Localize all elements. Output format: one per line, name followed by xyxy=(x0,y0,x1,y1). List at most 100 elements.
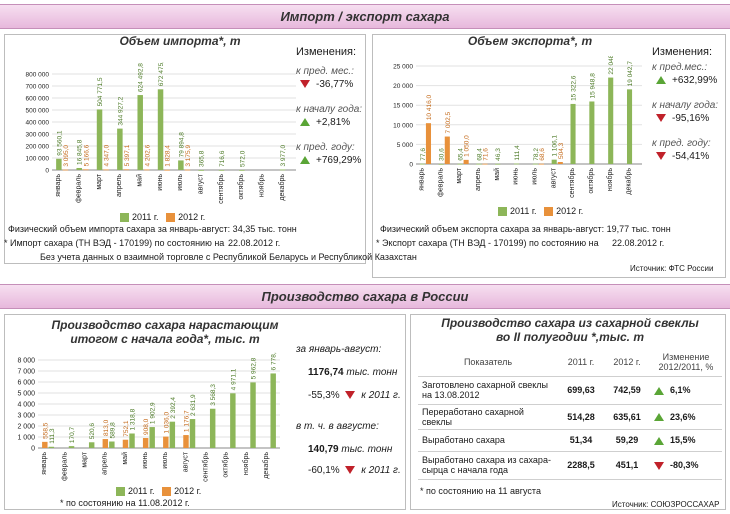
legend-2012-label: 2012 г. xyxy=(556,206,584,216)
change-value: +769,29% xyxy=(296,155,366,166)
data-label: 558,5 xyxy=(42,422,49,439)
data-label: 6 778,3 xyxy=(271,352,278,370)
data-label: 5 397,1 xyxy=(124,144,131,166)
bar-2012 xyxy=(123,169,130,171)
import-note-volume: Физический объем импорта сахара за январ… xyxy=(8,224,297,234)
data-label: 1 036,0 xyxy=(163,412,170,434)
bar-2011 xyxy=(129,433,135,448)
legend-swatch-2012 xyxy=(162,487,172,497)
export-legend: 2011 г. 2012 г. xyxy=(498,206,584,217)
data-label: 71,6 xyxy=(482,148,489,161)
legend-swatch-2012 xyxy=(166,213,176,223)
data-label: 624 492,8 xyxy=(138,63,145,92)
y-tick-label: 500 000 xyxy=(26,108,50,115)
data-label: 1 828,4 xyxy=(165,145,172,167)
x-tick-label: январь xyxy=(418,168,425,191)
legend-swatch-2011 xyxy=(120,213,129,223)
change-label: к пред. мес.: xyxy=(296,66,354,77)
bar-2011 xyxy=(551,159,557,164)
y-tick-label: 20 000 xyxy=(393,83,413,90)
change-value: -95,16% xyxy=(652,113,726,124)
data-label: 170,7 xyxy=(69,426,76,443)
x-tick-label: январь xyxy=(41,452,48,475)
bar-2012 xyxy=(83,169,89,171)
data-label: 4 347,0 xyxy=(104,144,111,166)
source-soyuzrossahar: Источник: СОЮЗРОССАХАР xyxy=(612,500,720,509)
x-tick-label: июнь xyxy=(513,168,520,185)
data-label: 1 106,1 xyxy=(552,135,559,157)
bar-2011 xyxy=(626,89,633,164)
data-label: 1 176,7 xyxy=(183,410,190,432)
data-label: 589,8 xyxy=(109,422,116,439)
period-value: 140,79 тыс. тонн xyxy=(308,444,393,455)
bar-2011 xyxy=(157,89,164,170)
bar-2011 xyxy=(96,109,103,170)
data-label: 15 322,6 xyxy=(571,75,578,101)
bar-2012 xyxy=(144,169,150,171)
data-label: 78,2 xyxy=(533,148,540,161)
production-stats: за январь-август: 1176,74 тыс. тонн -55,… xyxy=(296,344,401,476)
data-label: 5 962,8 xyxy=(251,357,258,379)
import-legend: 2011 г. 2012 г. xyxy=(120,212,205,223)
x-tick-label: июнь xyxy=(142,452,149,469)
beet-title: Производство сахара из сахарной свеклы в… xyxy=(441,316,699,344)
data-label: 93 560,1 xyxy=(56,130,63,156)
production-panel xyxy=(4,314,406,510)
legend-2011-label: 2011 г. xyxy=(128,486,155,496)
down-arrow-icon xyxy=(345,391,356,400)
change-value: +632,99% xyxy=(652,75,726,86)
x-tick-label: март xyxy=(81,451,88,467)
data-label: 5 166,6 xyxy=(83,144,90,166)
change-value: +2,81% xyxy=(296,117,366,128)
import-chart: 0 100 000 200 000 300 000 400 000 500 000 600 … xyxy=(26,62,296,204)
y-tick-label: 200 000 xyxy=(26,144,50,151)
export-note-code: * Экспорт сахара (ТН ВЭД - 170199) по со… xyxy=(376,238,599,248)
change-label: к пред.мес.: xyxy=(652,62,708,73)
bar-2012 xyxy=(42,441,48,448)
x-tick-label: декабрь xyxy=(262,452,270,479)
up-arrow-icon xyxy=(656,76,666,85)
period-value: 1176,74 тыс. тонн xyxy=(308,367,398,378)
data-label: 4 971,1 xyxy=(230,368,237,390)
bar-2012 xyxy=(62,169,69,171)
y-tick-label: 3 000 xyxy=(17,413,35,420)
table-row: Выработано сахара 51,34 59,29 15,5% xyxy=(418,429,722,452)
data-label: 1 902,9 xyxy=(150,402,157,424)
bar-2011 xyxy=(189,419,196,448)
bar-2011 xyxy=(239,169,245,171)
bar-2011 xyxy=(419,163,425,165)
change-value: -36,77% xyxy=(296,79,366,90)
data-label: 46,3 xyxy=(495,148,502,161)
x-tick-label: ноябрь xyxy=(606,168,614,191)
x-tick-label: октябрь xyxy=(237,174,245,200)
bar-2012 xyxy=(103,169,109,171)
bar-2011 xyxy=(76,167,82,170)
y-tick-label: 400 000 xyxy=(26,120,50,127)
down-arrow-icon xyxy=(654,461,664,470)
y-tick-label: 800 000 xyxy=(26,72,50,79)
data-label: 68,6 xyxy=(539,148,546,161)
bar-2011 xyxy=(218,169,225,171)
import-export-band: Импорт / экспорт сахара xyxy=(0,4,730,29)
production-legend: 2011 г. 2012 г. xyxy=(116,486,201,497)
bar-2011 xyxy=(178,160,184,170)
export-panel xyxy=(372,34,726,278)
x-tick-label: апрель xyxy=(475,168,482,191)
y-tick-label: 6 000 xyxy=(17,380,35,387)
data-label: 4 202,6 xyxy=(144,144,151,166)
up-arrow-icon xyxy=(654,436,664,445)
bar-2011 xyxy=(149,427,155,448)
x-tick-label: сентябрь xyxy=(568,168,576,198)
up-arrow-icon xyxy=(654,386,664,395)
legend-2011-label: 2011 г. xyxy=(510,206,537,216)
bar-2011 xyxy=(169,421,176,448)
bar-2011 xyxy=(198,169,204,171)
y-tick-label: 0 xyxy=(45,168,49,175)
bar-2012 xyxy=(184,169,191,171)
data-label: 1 318,8 xyxy=(130,408,137,430)
change-label: к пред. году: xyxy=(652,138,711,149)
up-arrow-icon xyxy=(300,118,310,127)
bar-2012 xyxy=(444,136,450,164)
source-fts: Источник: ФТС России xyxy=(630,264,714,273)
beet-table: Показатель 2011 г. 2012 г. Изменение 201… xyxy=(418,348,722,480)
